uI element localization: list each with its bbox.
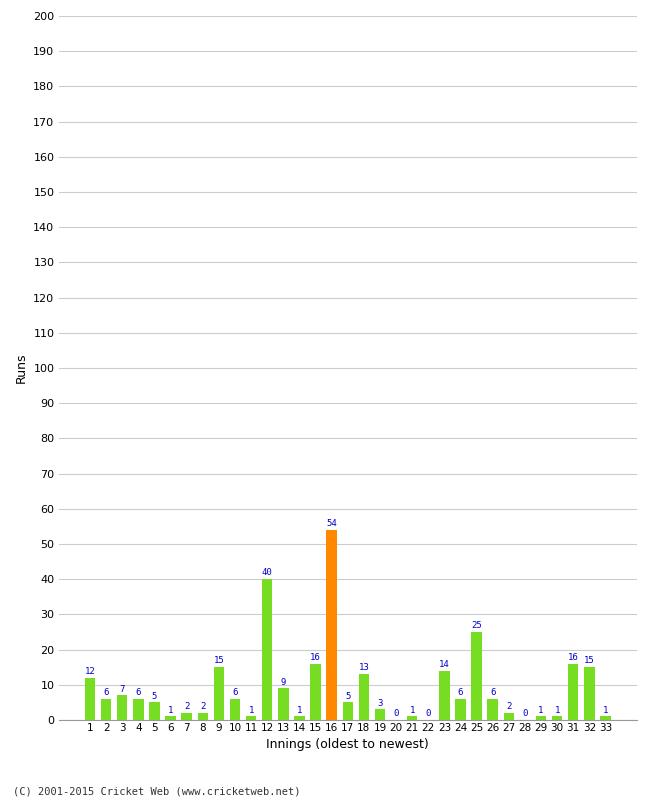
Text: 16: 16: [568, 653, 578, 662]
Bar: [229, 699, 240, 720]
Text: 13: 13: [359, 663, 369, 673]
Bar: [198, 713, 208, 720]
Bar: [326, 530, 337, 720]
Bar: [117, 695, 127, 720]
Text: 6: 6: [232, 688, 238, 697]
Text: 1: 1: [297, 706, 302, 714]
Bar: [600, 717, 611, 720]
Text: 25: 25: [471, 622, 482, 630]
Text: 6: 6: [103, 688, 109, 697]
Bar: [214, 667, 224, 720]
Text: 1: 1: [410, 706, 415, 714]
Bar: [150, 702, 160, 720]
Bar: [536, 717, 546, 720]
Text: 12: 12: [84, 667, 96, 676]
Text: 1: 1: [168, 706, 174, 714]
Text: 15: 15: [584, 657, 595, 666]
Bar: [568, 664, 578, 720]
Bar: [584, 667, 595, 720]
Y-axis label: Runs: Runs: [15, 353, 28, 383]
Text: 2: 2: [184, 702, 189, 711]
Bar: [504, 713, 514, 720]
X-axis label: Innings (oldest to newest): Innings (oldest to newest): [266, 738, 429, 751]
Bar: [246, 717, 256, 720]
Bar: [294, 717, 305, 720]
Text: 0: 0: [426, 710, 431, 718]
Text: 6: 6: [490, 688, 495, 697]
Text: 5: 5: [345, 692, 350, 701]
Bar: [552, 717, 562, 720]
Text: 1: 1: [538, 706, 544, 714]
Text: 6: 6: [458, 688, 463, 697]
Bar: [471, 632, 482, 720]
Bar: [262, 579, 272, 720]
Text: 1: 1: [554, 706, 560, 714]
Bar: [343, 702, 353, 720]
Text: 0: 0: [522, 710, 528, 718]
Text: 15: 15: [213, 657, 224, 666]
Text: 14: 14: [439, 660, 450, 669]
Text: 9: 9: [281, 678, 286, 686]
Text: 40: 40: [262, 569, 272, 578]
Text: 1: 1: [248, 706, 254, 714]
Text: 7: 7: [120, 685, 125, 694]
Text: 54: 54: [326, 519, 337, 528]
Bar: [278, 688, 289, 720]
Text: (C) 2001-2015 Cricket Web (www.cricketweb.net): (C) 2001-2015 Cricket Web (www.cricketwe…: [13, 786, 300, 796]
Text: 16: 16: [310, 653, 321, 662]
Text: 2: 2: [200, 702, 205, 711]
Bar: [101, 699, 111, 720]
Bar: [310, 664, 320, 720]
Bar: [488, 699, 498, 720]
Bar: [181, 713, 192, 720]
Bar: [455, 699, 466, 720]
Text: 6: 6: [136, 688, 141, 697]
Text: 2: 2: [506, 702, 512, 711]
Text: 0: 0: [393, 710, 398, 718]
Text: 3: 3: [377, 698, 383, 708]
Text: 1: 1: [603, 706, 608, 714]
Bar: [133, 699, 144, 720]
Bar: [439, 670, 450, 720]
Bar: [165, 717, 176, 720]
Text: 5: 5: [151, 692, 157, 701]
Bar: [359, 674, 369, 720]
Bar: [84, 678, 96, 720]
Bar: [407, 717, 417, 720]
Bar: [375, 710, 385, 720]
